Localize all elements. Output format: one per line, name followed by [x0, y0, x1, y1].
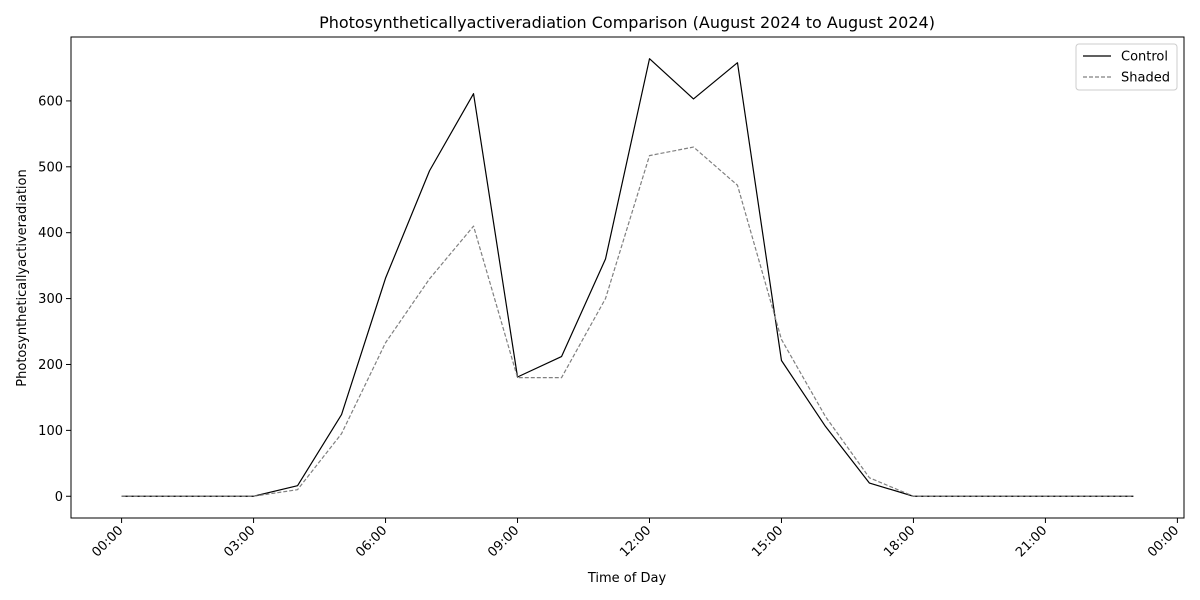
y-axis-label: Photosyntheticallyactiveradiation	[15, 169, 30, 386]
x-tick-label: 15:00	[749, 523, 786, 560]
y-tick-label: 500	[38, 160, 63, 175]
x-tick-label: 00:00	[1145, 523, 1182, 560]
y-tick-label: 600	[38, 94, 63, 109]
y-tick-label: 0	[55, 490, 63, 505]
x-tick-label: 18:00	[881, 523, 918, 560]
x-axis-label: Time of Day	[587, 571, 667, 586]
series-line-control	[121, 58, 1134, 497]
chart-title: Photosyntheticallyactiveradiation Compar…	[319, 13, 935, 32]
y-tick-label: 200	[38, 358, 63, 373]
y-tick-label: 300	[38, 292, 63, 307]
x-tick-label: 00:00	[89, 523, 126, 560]
y-tick-label: 100	[38, 424, 63, 439]
legend: Control Shaded	[1075, 43, 1178, 91]
x-tick-label: 09:00	[485, 523, 522, 560]
x-tick-label: 06:00	[353, 523, 390, 560]
x-tick-label: 12:00	[617, 523, 654, 560]
x-tick-label: 03:00	[221, 523, 258, 560]
legend-label-control: Control	[1121, 50, 1168, 65]
plot-area	[70, 36, 1185, 519]
y-tick-label: 400	[38, 226, 63, 241]
x-tick-label: 21:00	[1013, 523, 1050, 560]
plot-frame	[70, 36, 1185, 519]
x-axis: 00:00 03:00 06:00 09:00 12:00 15:00 18:00 21:00…	[89, 518, 1182, 560]
legend-label-shaded: Shaded	[1121, 71, 1170, 86]
y-axis: 0 100 200 300 400 500 600	[38, 94, 71, 505]
series-line-shaded	[121, 146, 1134, 497]
